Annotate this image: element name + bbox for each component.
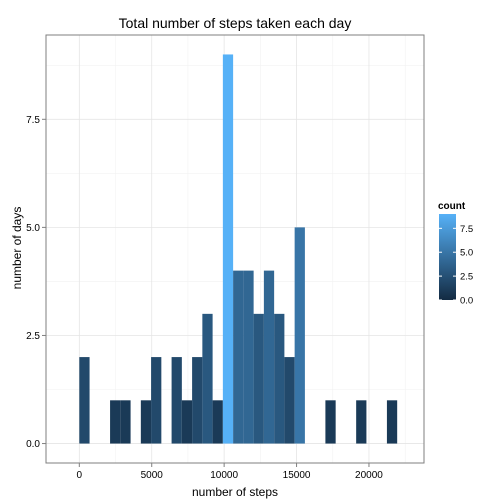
legend-title: count <box>438 201 466 212</box>
x-tick-label: 0 <box>77 470 83 481</box>
bars-group <box>79 54 398 444</box>
y-tick-label: 5.0 <box>26 223 40 234</box>
histogram-bar <box>181 400 193 444</box>
legend-label: 5.0 <box>460 248 473 259</box>
histogram-bar <box>192 357 203 444</box>
histogram-bar <box>212 400 223 444</box>
histogram-bar <box>274 313 285 444</box>
histogram-bar <box>140 400 152 444</box>
legend-label: 7.5 <box>460 224 473 235</box>
histogram-bar <box>356 400 367 444</box>
legend-label: 0.0 <box>460 296 473 307</box>
legend-colorbar <box>439 214 456 300</box>
axes-group: 0.0 2.5 5.0 7.5 0 5000 10000 15000 20000 <box>26 34 425 481</box>
histogram-bar <box>79 357 90 444</box>
histogram-bar <box>386 400 398 444</box>
y-tick-label: 7.5 <box>26 115 40 126</box>
histogram-bar <box>110 400 121 444</box>
histogram-bar <box>253 313 264 444</box>
histogram-bar <box>325 400 336 444</box>
histogram-bar <box>263 270 275 444</box>
histogram-bar <box>120 400 131 444</box>
x-axis-title: number of steps <box>192 485 278 499</box>
color-legend: count 0.0 2.5 5.0 7.5 <box>438 201 473 307</box>
x-tick-label: 15000 <box>283 470 311 481</box>
x-tick-label: 20000 <box>355 470 383 481</box>
histogram-bar <box>171 357 182 444</box>
y-axis-title: number of days <box>10 207 24 290</box>
y-tick-label: 2.5 <box>26 331 40 342</box>
histogram-bar <box>243 270 254 444</box>
y-tick-label: 0.0 <box>26 439 40 450</box>
chart-title: Total number of steps taken each day <box>119 15 352 31</box>
histogram-bar <box>284 357 295 444</box>
legend-label: 2.5 <box>460 272 473 283</box>
x-tick-label: 5000 <box>141 470 164 481</box>
histogram-bar <box>294 227 305 444</box>
histogram-bar <box>222 54 234 444</box>
histogram-bar <box>202 313 213 444</box>
panel-border <box>45 34 425 464</box>
x-tick-label: 10000 <box>210 470 238 481</box>
histogram-bar <box>233 270 244 444</box>
histogram-bar <box>151 357 162 444</box>
